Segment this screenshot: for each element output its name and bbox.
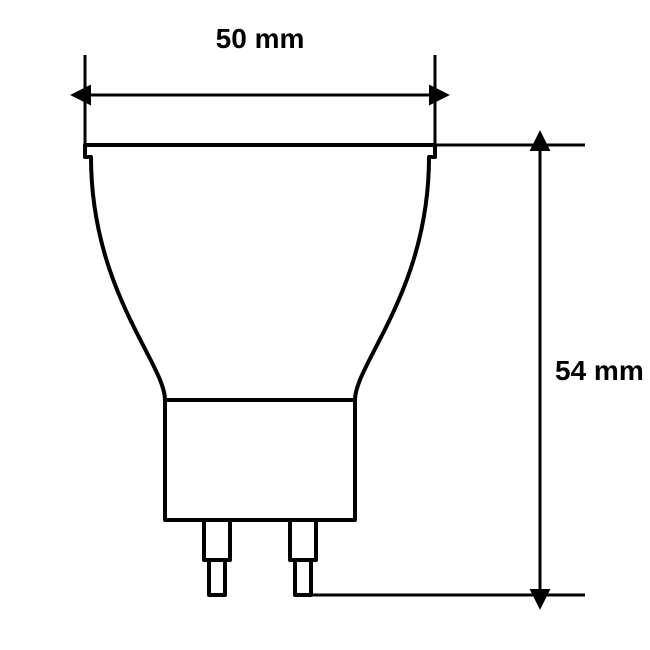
- bulb-dimension-diagram: 50 mm 54 mm: [0, 0, 650, 650]
- height-label: 54 mm: [555, 355, 644, 386]
- bulb-outline: [85, 145, 435, 595]
- width-label: 50 mm: [216, 23, 305, 54]
